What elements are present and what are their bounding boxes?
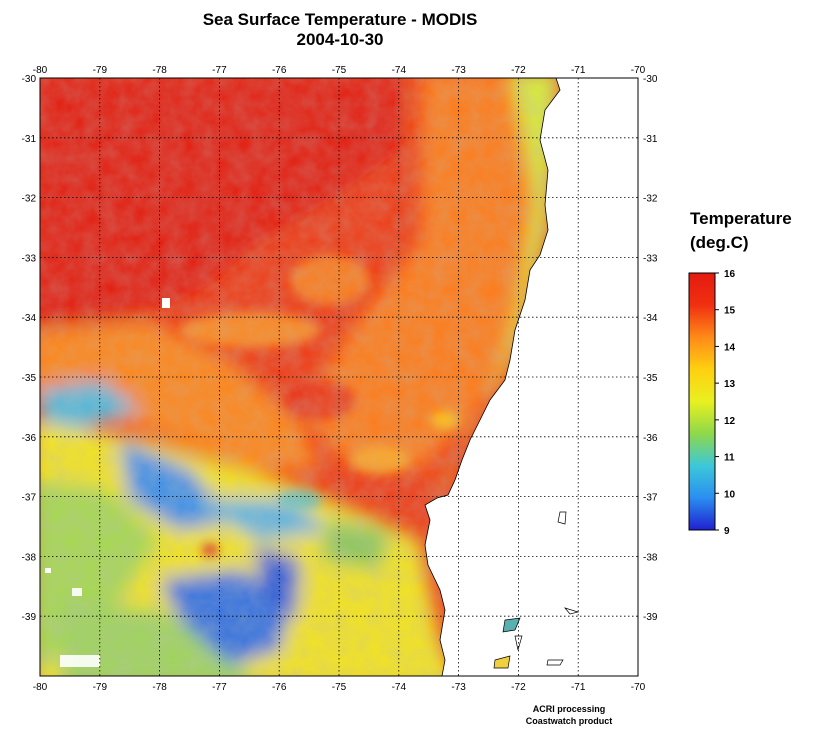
lon-tick-bottom: -76 <box>272 682 287 693</box>
colorbar-tick-label: 9 <box>724 526 730 537</box>
lat-tick-left: -32 <box>22 194 37 205</box>
colorbar-tick-label: 10 <box>724 489 736 500</box>
lon-tick-top: -70 <box>631 65 646 76</box>
colorbar-title: Temperature (deg.C) <box>690 207 792 255</box>
lon-tick-top: -76 <box>272 65 287 76</box>
lat-tick-right: -37 <box>643 493 658 504</box>
lat-tick-left: -38 <box>22 552 37 563</box>
colorbar-gradient <box>688 272 716 531</box>
lat-tick-left: -31 <box>22 134 37 145</box>
sst-field <box>40 78 638 676</box>
colorbar-tick-label: 12 <box>724 416 736 427</box>
lat-tick-right: -32 <box>643 194 658 205</box>
lat-tick-right: -33 <box>643 253 658 264</box>
colorbar-tick-label: 14 <box>724 342 736 353</box>
lon-tick-bottom: -77 <box>212 682 227 693</box>
lat-tick-right: -38 <box>643 552 658 563</box>
credits-line-1: ACRI processing <box>532 704 606 714</box>
map-title: Sea Surface Temperature - MODIS 2004-10-… <box>40 10 640 50</box>
lat-tick-right: -36 <box>643 433 658 444</box>
lat-tick-left: -37 <box>22 493 37 504</box>
colorbar-tick-label: 16 <box>724 269 736 280</box>
lon-tick-top: -73 <box>451 65 466 76</box>
lat-tick-left: -30 <box>22 74 37 85</box>
lon-tick-bottom: -73 <box>451 682 466 693</box>
colorbar-tick-label: 13 <box>724 379 736 390</box>
lat-tick-right: -35 <box>643 373 658 384</box>
lat-tick-left: -35 <box>22 373 37 384</box>
lon-tick-bottom: -74 <box>392 682 407 693</box>
lon-tick-bottom: -71 <box>571 682 586 693</box>
colorbar-tick-label: 15 <box>724 306 736 317</box>
title-line-2: 2004-10-30 <box>296 30 384 49</box>
colorbar: 16 15 14 13 12 11 10 9 <box>688 269 736 537</box>
lat-tick-right: -31 <box>643 134 658 145</box>
lon-tick-bottom: -78 <box>152 682 167 693</box>
credits: ACRI processing Coastwatch product <box>500 703 638 727</box>
lon-tick-bottom: -75 <box>332 682 347 693</box>
lat-tick-left: -36 <box>22 433 37 444</box>
land-mass <box>424 78 638 676</box>
lon-tick-bottom: -72 <box>511 682 526 693</box>
colorbar-title-line-1: Temperature <box>690 209 792 228</box>
credits-line-2: Coastwatch product <box>525 716 613 726</box>
lon-tick-bottom: -79 <box>93 682 108 693</box>
lon-tick-top: -79 <box>93 65 108 76</box>
lat-tick-left: -39 <box>22 612 37 623</box>
lon-tick-top: -77 <box>212 65 227 76</box>
lat-tick-right: -30 <box>643 74 658 85</box>
lon-tick-top: -71 <box>571 65 586 76</box>
lon-tick-top: -78 <box>152 65 167 76</box>
colorbar-tick-label: 11 <box>724 453 735 464</box>
lon-tick-top: -80 <box>33 65 48 76</box>
lat-tick-right: -39 <box>643 612 658 623</box>
lat-tick-left: -33 <box>22 253 37 264</box>
lon-tick-top: -75 <box>332 65 347 76</box>
colorbar-title-line-2: (deg.C) <box>690 233 749 252</box>
lon-tick-bottom: -80 <box>33 682 48 693</box>
plot-frame <box>39 77 639 677</box>
lat-tick-left: -34 <box>22 313 37 324</box>
lon-tick-bottom: -70 <box>631 682 646 693</box>
lat-tick-right: -34 <box>643 313 658 324</box>
axes: -80 -80 -79 -79 -78 -78 -77 -77 -76 -76 -75 -75 -74 -… <box>22 65 658 693</box>
lon-tick-top: -72 <box>511 65 526 76</box>
title-line-1: Sea Surface Temperature - MODIS <box>202 10 478 29</box>
colorbar-ticks: 16 15 14 13 12 11 10 9 <box>715 269 736 537</box>
lon-tick-top: -74 <box>392 65 407 76</box>
